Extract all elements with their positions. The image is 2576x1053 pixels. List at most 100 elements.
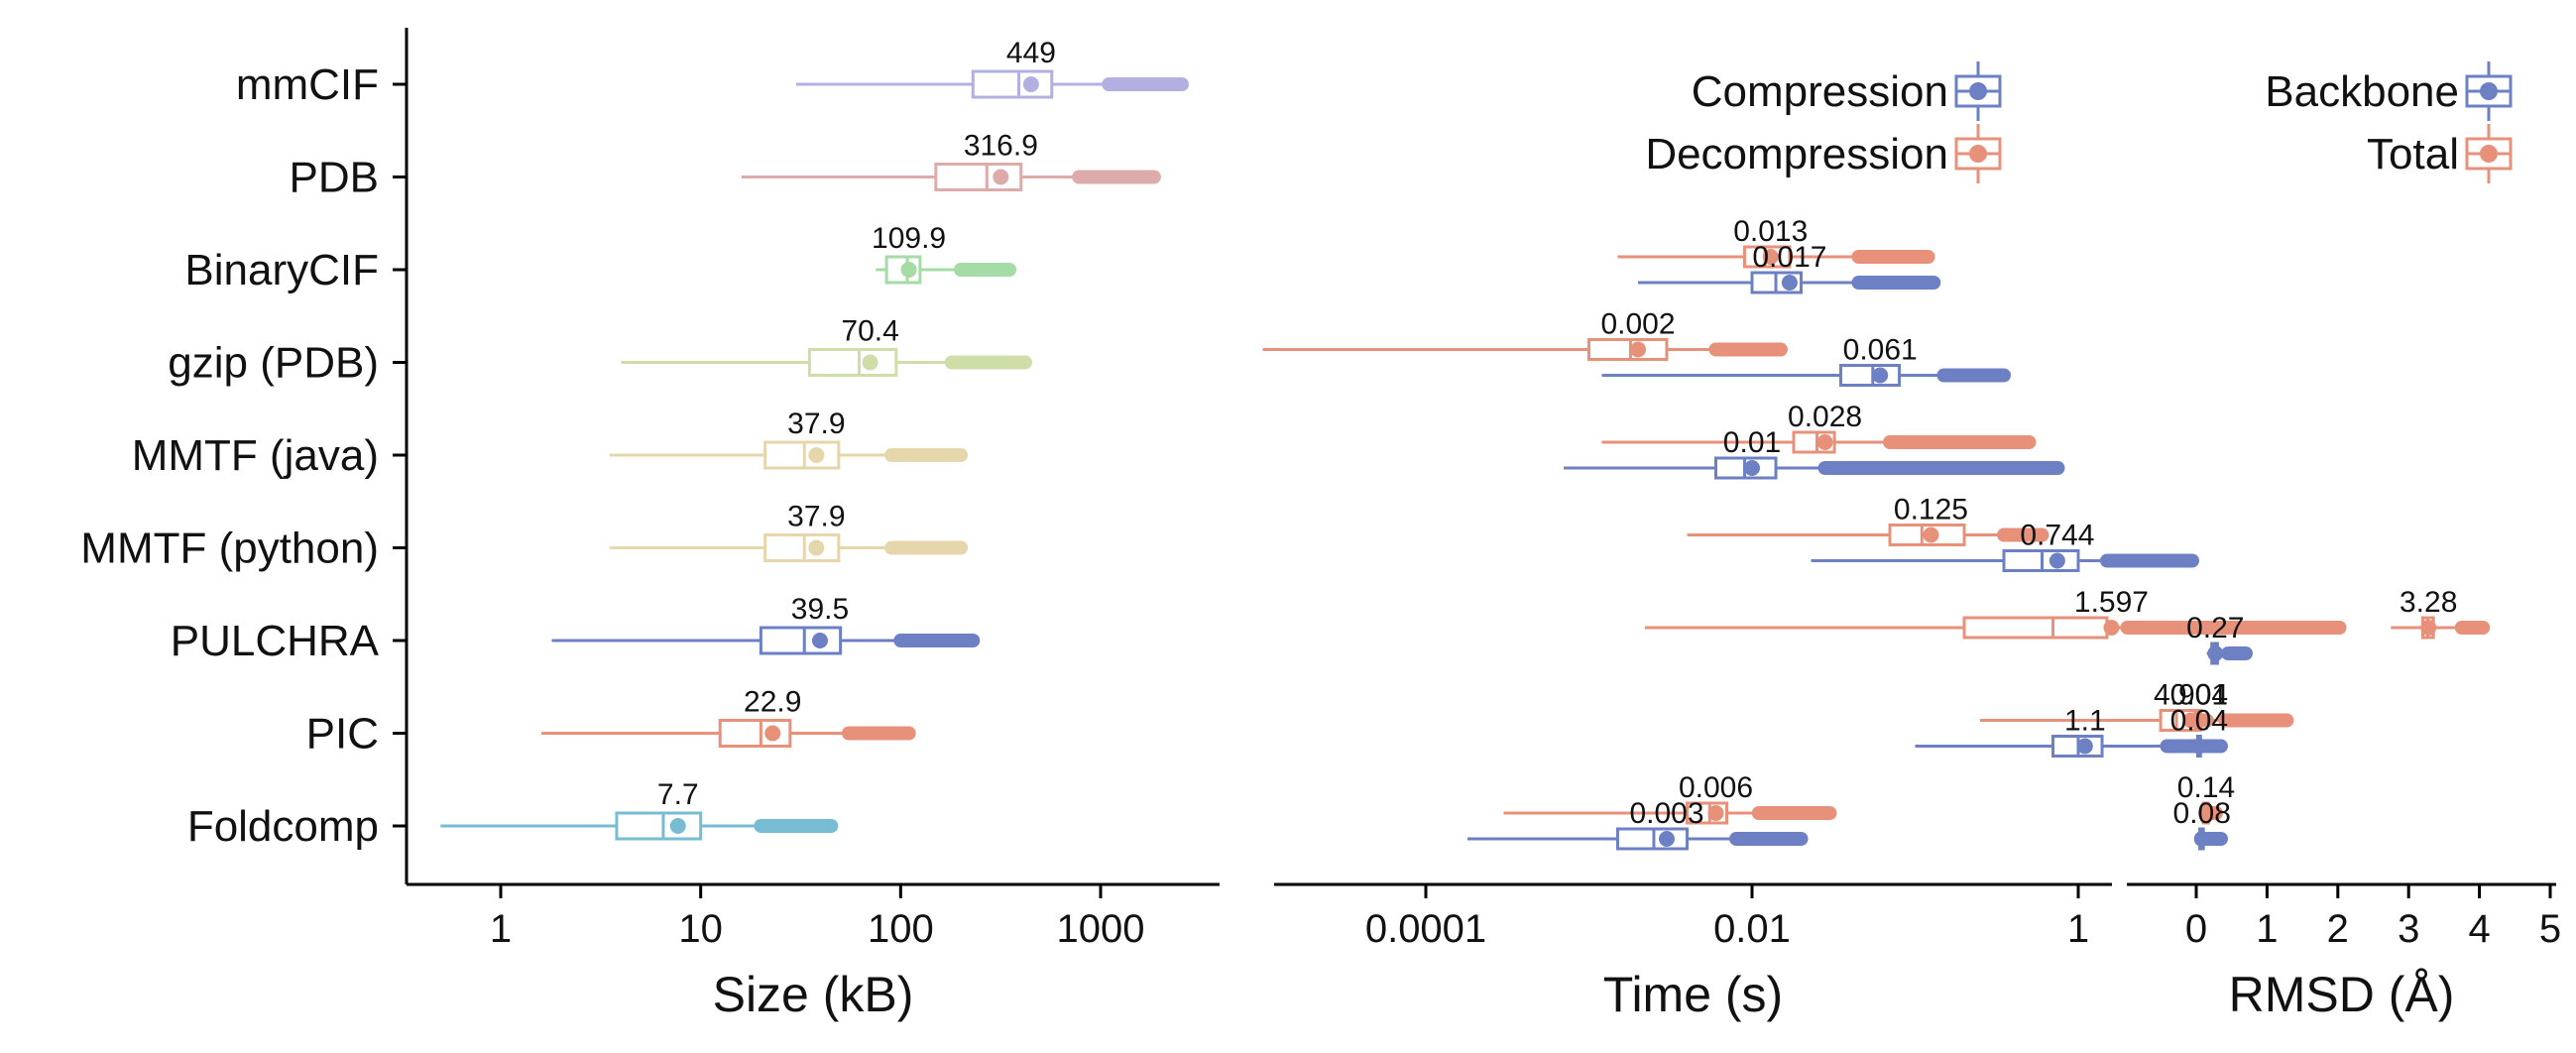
legend-key-compression: [1954, 61, 2002, 121]
rmsd-panel: 0 1 2 3 4 5 RMSD (Å) 3.28 0.27 0.040.04 0.140.08: [2127, 586, 2561, 1022]
mean-foldcomp-decompression: [1707, 805, 1724, 821]
category-label-pdb: PDB: [290, 154, 379, 202]
legend-label-compression: Compression: [1692, 67, 1948, 116]
time-box-foldcomp-decompression: 0.006: [1503, 771, 1837, 825]
rmsd-x-tick-label-3: 3: [2398, 907, 2419, 951]
data-label-foldcomp-decompression: 0.006: [1679, 771, 1753, 804]
time-box-pulchra-decompression: 1.597: [1644, 586, 2347, 640]
time-box-mmtf-python-compression: 0.744: [1811, 520, 2199, 572]
mean-binarycif-compression: [1781, 275, 1798, 291]
mean-gzip-pdb-compression: [1872, 367, 1889, 384]
mean-mmtf-python: [808, 539, 825, 556]
legend-label-total: Total: [2367, 130, 2459, 178]
rmsd-x-tick-label-5: 5: [2539, 907, 2561, 951]
mean-mmtf-java-compression: [1744, 460, 1760, 476]
mean-foldcomp-compression: [1658, 831, 1675, 847]
mean-mmtf-python-decompression: [1923, 526, 1939, 543]
size-x-tick-label-0: 1: [490, 907, 512, 951]
size-box-pic: 22.9: [541, 686, 916, 748]
box-mmtf-java: [763, 440, 841, 470]
box-gzip-pdb-compression: [1838, 364, 1902, 387]
size-box-binarycif: 109.9: [872, 222, 1017, 285]
mean-pic-total: [2190, 712, 2207, 729]
size-box-mmtf-java: 37.9: [609, 408, 969, 470]
data-label-pic-backbone: 0.04: [2170, 705, 2228, 738]
size-x-tick-label-3: 1000: [1057, 907, 1145, 951]
data-label-mmtf-java-decompression: 0.028: [1788, 401, 1862, 433]
box-pdb: [934, 163, 1023, 191]
data-label-pulchra-total: 3.28: [2400, 586, 2457, 619]
size-box-pdb: 316.9: [741, 130, 1161, 191]
mean-pic-backbone: [2190, 738, 2207, 755]
data-label-mmtf-python-decompression: 0.125: [1894, 494, 1968, 526]
data-label-mmtf-python-compression: 0.744: [2020, 520, 2094, 552]
time-x-tick-label-2: 1: [2067, 907, 2089, 951]
mean-foldcomp-total: [2197, 805, 2214, 821]
rmsd-x-tick-label-4: 4: [2468, 907, 2490, 951]
mean-pdb: [993, 169, 1009, 185]
rmsd-box-pic-backbone: 0.04: [2170, 705, 2228, 758]
data-label-foldcomp-total: 0.14: [2177, 771, 2235, 804]
mean-mmtf-java-decompression: [1816, 434, 1833, 450]
box-pulchra-decompression: [1962, 616, 2109, 640]
mean-foldcomp-backbone: [2193, 831, 2210, 847]
data-label-mmcif: 449: [1006, 37, 1056, 69]
mean-mmcif: [1022, 76, 1039, 92]
data-label-pic-decompression: 4.901: [2154, 679, 2228, 712]
mean-gzip-pdb-decompression: [1630, 341, 1647, 358]
time-box-mmtf-python-decompression: 0.125: [1687, 494, 2049, 546]
legend-label-decompression: Decompression: [1645, 130, 1948, 178]
legends: Compression Decompression Backbone Total: [1645, 61, 2513, 183]
category-label-pulchra: PULCHRA: [171, 617, 380, 665]
legend-key-mean: [1969, 82, 1987, 100]
data-label-pulchra-backbone: 0.27: [2186, 612, 2244, 644]
data-label-foldcomp-backbone: 0.08: [2173, 797, 2231, 830]
mean-binarycif-decompression: [1762, 249, 1779, 265]
size-x-axis-title: Size (kB): [713, 967, 914, 1022]
mean-mmtf-python-compression: [2049, 552, 2065, 569]
time-box-mmtf-java-decompression: 0.028: [1601, 401, 2037, 454]
data-label-gzip-pdb-decompression: 0.002: [1600, 308, 1675, 341]
rmsd-x-axis-title: RMSD (Å): [2229, 967, 2455, 1022]
time-x-tick-label-1: 0.01: [1713, 907, 1791, 951]
time-box-gzip-pdb-decompression: 0.002: [1262, 308, 1788, 361]
data-label-mmtf-java-compression: 0.01: [1723, 426, 1781, 459]
data-label-gzip-pdb: 70.4: [841, 315, 898, 348]
data-label-mmtf-java: 37.9: [787, 408, 845, 440]
data-label-foldcomp: 7.7: [657, 778, 699, 811]
category-label-foldcomp: Foldcomp: [187, 802, 379, 851]
time-box-binarycif-decompression: 0.013: [1617, 215, 1935, 269]
category-labels: mmCIF PDB BinaryCIF gzip (PDB) MMTF (java) MM…: [80, 28, 409, 884]
data-label-pic-total: 0.04: [2170, 679, 2228, 712]
time-box-foldcomp-compression: 0.003: [1466, 797, 1809, 851]
rmsd-box-pic-total: 0.04: [2170, 679, 2228, 732]
mean-binarycif: [900, 262, 917, 278]
mean-pic-compression: [2076, 738, 2093, 755]
time-box-gzip-pdb-compression: 0.061: [1601, 334, 2011, 387]
legend-key-total: [2465, 124, 2513, 183]
legend-key-mean: [2480, 145, 2498, 163]
mean-pulchra-total: [2420, 620, 2437, 636]
time-box-mmtf-java-compression: 0.01: [1564, 426, 2065, 480]
data-label-mmtf-python: 37.9: [787, 501, 845, 533]
mean-pic: [764, 725, 781, 742]
size-box-mmcif: 449: [795, 37, 1189, 99]
size-box-gzip-pdb: 70.4: [621, 315, 1033, 377]
size-box-mmtf-python: 37.9: [609, 501, 969, 562]
rmsd-x-tick-label-0: 0: [2185, 907, 2207, 951]
category-label-binarycif: BinaryCIF: [184, 246, 379, 294]
box-mmcif: [971, 69, 1054, 99]
size-box-foldcomp: 7.7: [440, 778, 839, 841]
data-label-pic-compression: 1.1: [2064, 705, 2106, 738]
data-label-foldcomp-compression: 0.003: [1629, 797, 1703, 830]
legend-key-mean: [1969, 145, 1987, 163]
data-label-pulchra-decompression: 1.597: [2074, 586, 2149, 619]
category-label-gzip-pdb: gzip (PDB): [168, 339, 379, 388]
mean-pulchra-backbone: [2207, 645, 2224, 661]
mean-foldcomp: [669, 818, 686, 834]
size-x-tick-label-1: 10: [678, 907, 723, 951]
box-gzip-pdb: [807, 348, 898, 377]
rmsd-box-pulchra-backbone: 0.27: [2186, 612, 2253, 665]
size-panel: 1 10 100 1000 Size (kB) 449 316.9 109.9 70.4 37.9…: [407, 37, 1220, 1022]
